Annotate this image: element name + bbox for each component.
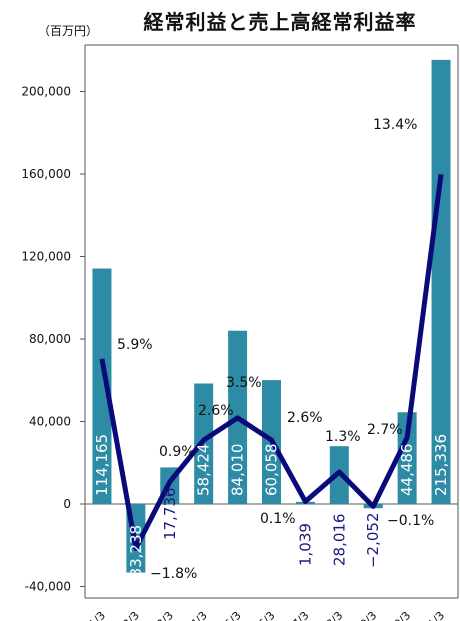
y-tick-label: 120,000 xyxy=(21,250,71,264)
bar-value-label: −2,052 xyxy=(364,512,382,568)
bar-value-label: 114,165 xyxy=(93,434,111,496)
axes: -40,000 0 40,000 80,000 120,000 160,000 200,00… xyxy=(21,44,459,599)
x-tick-label: 21/3 xyxy=(421,609,448,621)
bar-value-label: 1,039 xyxy=(296,523,314,566)
bar-value-label: 215,336 xyxy=(432,434,450,496)
y-tick-label: 40,000 xyxy=(29,415,71,429)
bar-value-label: 84,010 xyxy=(229,444,247,497)
bar-value-label: 28,016 xyxy=(330,514,348,567)
ratio-label: −1.8% xyxy=(150,566,197,582)
chart-title: 経常利益と売上高経常利益率 xyxy=(143,10,417,34)
ratio-label: 5.9% xyxy=(117,337,153,353)
ratio-label: −0.1% xyxy=(387,513,434,529)
bar-value-label: 58,424 xyxy=(195,444,213,497)
bar-value-label: 17,736 xyxy=(161,488,179,541)
bar-value-label: 60,058 xyxy=(263,444,281,497)
ratio-label: 0.1% xyxy=(260,511,296,527)
ratio-labels: 5.9% −1.8% 0.9% 2.6% 3.5% 2.6% 0.1% 1.3% −0.1% 2.… xyxy=(117,117,434,582)
y-unit-label: （百万円） xyxy=(38,24,99,38)
bar xyxy=(92,268,112,504)
ratio-label: 2.6% xyxy=(287,410,323,426)
y-tick-label: 160,000 xyxy=(21,167,71,181)
x-tick-label: 20/3 xyxy=(387,609,414,621)
bar xyxy=(397,412,417,504)
ratio-label: 3.5% xyxy=(226,375,262,391)
x-tick-label: 14/3 xyxy=(183,609,210,621)
x-tick-label: 13/3 xyxy=(149,609,176,621)
y-tick-label: 80,000 xyxy=(29,332,71,346)
x-tick-label: 18/3 xyxy=(319,609,346,621)
ratio-line xyxy=(99,174,444,551)
y-tick-label: -40,000 xyxy=(25,580,71,594)
x-tick-label: 17/3 xyxy=(285,609,312,621)
ratio-label: 1.3% xyxy=(325,429,361,445)
x-tick-label: 12/3 xyxy=(115,609,142,621)
x-tick-label: 19/3 xyxy=(353,609,380,621)
y-tick-label: 0 xyxy=(63,497,71,511)
bar-value-labels: 114,165 −33,238 17,736 58,424 84,010 60,058 1,… xyxy=(93,434,450,590)
ratio-label: 2.6% xyxy=(198,403,234,419)
ratio-label: 0.9% xyxy=(159,444,195,460)
x-tick-label: 11/3 xyxy=(81,609,108,621)
ratio-line-series xyxy=(99,174,444,551)
x-tick-labels: 11/3 12/3 13/3 14/3 15/3 16/3 17/3 18/3 19/3 20/3… xyxy=(81,609,447,621)
x-tick-label: 16/3 xyxy=(251,609,278,621)
ratio-label: 2.7% xyxy=(367,422,403,438)
x-tick-label: 15/3 xyxy=(217,609,244,621)
bar xyxy=(431,59,451,504)
bar-value-label: 44,486 xyxy=(398,444,416,497)
bar-value-label: −33,238 xyxy=(127,525,145,590)
y-tick-label: 200,000 xyxy=(21,85,71,99)
ratio-label: 13.4% xyxy=(373,117,417,133)
